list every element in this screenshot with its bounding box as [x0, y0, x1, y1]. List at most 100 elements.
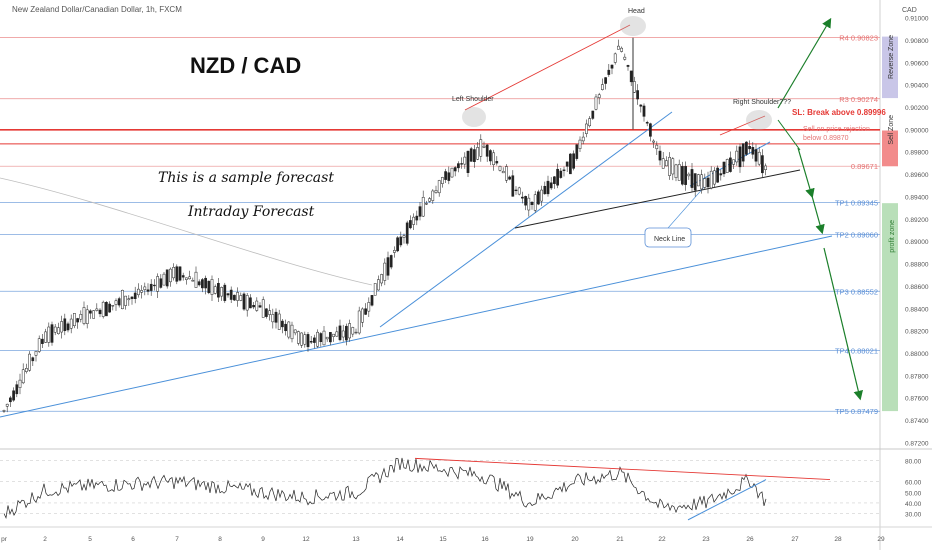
x-tick-label: pr [1, 536, 8, 543]
x-tick-label: 21 [616, 536, 624, 543]
candle-body [50, 324, 54, 343]
candle-body [143, 286, 147, 290]
candle-body [578, 139, 582, 149]
candle-body [12, 390, 15, 401]
candle-body [617, 45, 620, 50]
candle-body [5, 403, 9, 407]
candle-body [252, 305, 255, 308]
y-tick-label: 0.88600 [905, 284, 929, 291]
candle-body [239, 295, 243, 301]
candle-body [271, 314, 275, 323]
candle-body [562, 169, 566, 171]
candle-body [197, 281, 201, 286]
candle-body [485, 144, 489, 157]
candle-body [89, 310, 92, 314]
candle-body [729, 157, 732, 172]
candle-body [575, 144, 579, 159]
candle-body [713, 170, 716, 185]
candle-body [303, 334, 307, 345]
candle-body [489, 150, 492, 162]
neck-line-label: Neck Line [654, 236, 685, 243]
candle-body [287, 321, 291, 338]
candle-body [313, 337, 316, 343]
rsi-tick-label: 80.00 [905, 458, 922, 465]
candle-body [41, 338, 44, 344]
candle-body [338, 325, 342, 341]
head-label: Head [628, 8, 645, 15]
support-line [379, 111, 673, 328]
candle-body [610, 64, 614, 69]
x-tick-label: 6 [131, 536, 135, 543]
head-trend-line [464, 24, 631, 111]
candle-body [236, 292, 239, 301]
candle-body [28, 353, 31, 371]
candle-body [677, 164, 681, 181]
candle-body [188, 276, 191, 280]
candle-body [492, 152, 495, 165]
candle-body [15, 384, 19, 395]
candle-body [255, 300, 259, 311]
candle-body [693, 173, 697, 191]
candle-body [175, 266, 179, 282]
candle-body [389, 255, 393, 268]
x-tick-label: 16 [481, 536, 489, 543]
candle-body [127, 298, 131, 301]
x-tick-label: 19 [526, 536, 534, 543]
candle-body [453, 167, 457, 172]
candle-body [191, 279, 195, 282]
candle-body [418, 206, 422, 217]
left-shoulder-label: Left Shoulder [452, 96, 494, 103]
candle-body [671, 158, 675, 175]
candle-body [594, 96, 598, 110]
candle-body [156, 276, 159, 292]
candle-body [565, 161, 569, 167]
y-tick-label: 0.90000 [905, 127, 929, 134]
candle-body [377, 279, 380, 291]
x-tick-label: 9 [261, 536, 265, 543]
candle-body [204, 277, 207, 289]
candle-body [245, 295, 249, 311]
y-tick-label: 0.89800 [905, 150, 929, 157]
candle-body [53, 326, 57, 333]
candle-body [447, 172, 451, 181]
candle-body [357, 310, 361, 334]
candle-body [405, 222, 409, 244]
candle-body [185, 277, 188, 280]
level-label: TP2 0.89060 [835, 230, 878, 239]
rsi-tick-label: 30.00 [905, 512, 922, 519]
y-tick-label: 0.90600 [905, 60, 929, 67]
candle-body [591, 110, 595, 119]
candle-body [322, 330, 326, 346]
candle-body [249, 297, 252, 309]
candle-body [428, 198, 431, 202]
candle-body [745, 141, 748, 155]
y-tick-label: 0.90400 [905, 83, 929, 90]
left-shoulder-marker [462, 107, 486, 127]
candle-body [220, 287, 223, 297]
x-tick-label: 8 [218, 536, 222, 543]
candle-body [361, 308, 364, 323]
y-tick-label: 0.88200 [905, 329, 929, 336]
candle-body [620, 47, 623, 52]
candle-body [498, 166, 502, 171]
candle-body [105, 302, 108, 317]
candle-body [258, 305, 262, 308]
candle-body [66, 323, 70, 331]
candle-body [661, 158, 665, 169]
y-tick-label: 0.89400 [905, 194, 929, 201]
y-tick-label: 0.87400 [905, 418, 929, 425]
candle-body [537, 191, 540, 205]
candle-body [149, 283, 153, 291]
candle-body [466, 150, 470, 173]
y-tick-label: 0.87600 [905, 396, 929, 403]
stop-loss-label: SL: Break above 0.89996 [792, 108, 886, 117]
candle-body [639, 104, 643, 107]
candle-body [226, 293, 230, 296]
sell-note-line2: below 0.89870 [803, 135, 849, 142]
level-label: TP1 0.89345 [835, 199, 878, 208]
candle-body [613, 53, 617, 63]
level-label: R4 0.90823 [839, 33, 878, 42]
candle-body [25, 368, 28, 372]
candle-body [341, 330, 345, 338]
candle-body [569, 153, 572, 175]
